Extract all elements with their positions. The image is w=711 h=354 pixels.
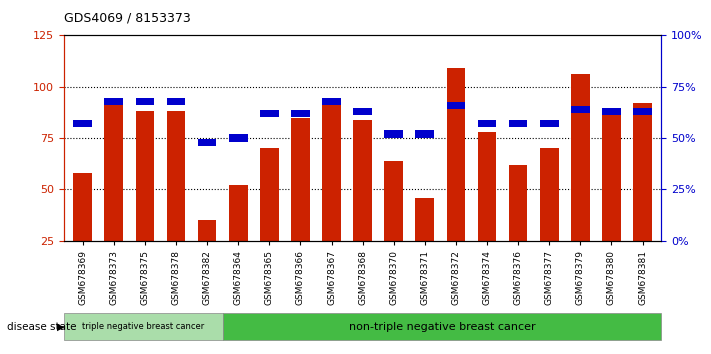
- Bar: [291, 118, 310, 241]
- Bar: [353, 120, 372, 241]
- Bar: [415, 130, 434, 138]
- Bar: [229, 135, 247, 142]
- Bar: [634, 108, 652, 115]
- Bar: [198, 220, 216, 241]
- Bar: [540, 148, 559, 241]
- Bar: [105, 97, 123, 105]
- Bar: [322, 103, 341, 241]
- Text: disease state: disease state: [7, 321, 77, 332]
- Bar: [571, 74, 589, 241]
- Bar: [105, 101, 123, 241]
- Bar: [509, 120, 528, 127]
- Text: GDS4069 / 8153373: GDS4069 / 8153373: [64, 12, 191, 25]
- Bar: [634, 103, 652, 241]
- Text: non-triple negative breast cancer: non-triple negative breast cancer: [348, 321, 535, 332]
- Bar: [385, 161, 403, 241]
- Bar: [447, 68, 465, 241]
- Bar: [136, 97, 154, 105]
- Bar: [353, 108, 372, 115]
- Bar: [260, 148, 279, 241]
- Bar: [322, 97, 341, 105]
- Bar: [509, 165, 528, 241]
- Text: triple negative breast cancer: triple negative breast cancer: [82, 322, 205, 331]
- Bar: [73, 120, 92, 127]
- Bar: [385, 130, 403, 138]
- Bar: [260, 110, 279, 117]
- Bar: [478, 132, 496, 241]
- Bar: [198, 138, 216, 146]
- Bar: [602, 108, 621, 115]
- Bar: [415, 198, 434, 241]
- Bar: [166, 97, 186, 105]
- Bar: [540, 120, 559, 127]
- Bar: [166, 112, 186, 241]
- Bar: [602, 115, 621, 241]
- Bar: [64, 313, 223, 340]
- Bar: [73, 173, 92, 241]
- Bar: [291, 110, 310, 117]
- Text: ▶: ▶: [57, 321, 65, 332]
- Bar: [229, 185, 247, 241]
- Bar: [223, 313, 661, 340]
- Bar: [478, 120, 496, 127]
- Bar: [571, 106, 589, 113]
- Bar: [447, 102, 465, 109]
- Bar: [136, 112, 154, 241]
